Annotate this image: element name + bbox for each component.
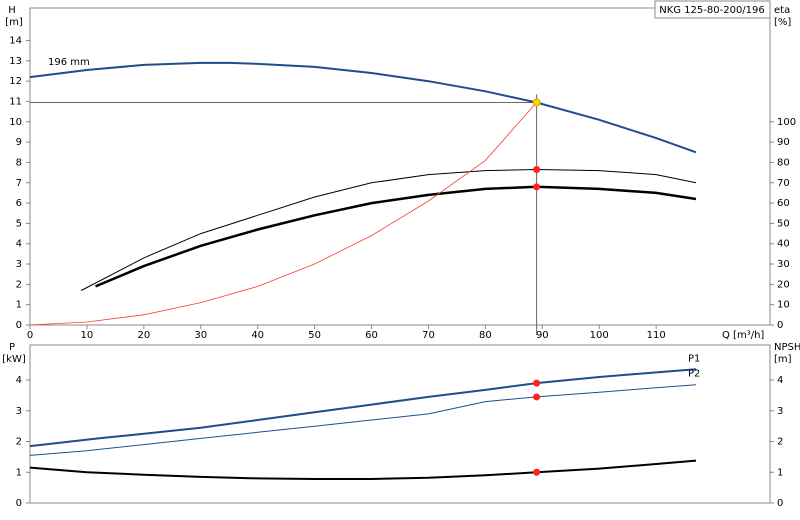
y2-tick-label: 10 xyxy=(777,300,790,311)
y2-tick-label: 100 xyxy=(777,117,796,128)
series-line xyxy=(29,459,697,480)
y2-tick-label: 90 xyxy=(777,137,790,148)
y-tick-label: 11 xyxy=(9,96,22,107)
y-tick-label: 2 xyxy=(16,437,22,448)
y-axis-unit: [m] xyxy=(5,17,23,28)
operating-point xyxy=(533,379,541,387)
y2-axis-label: NPSH xyxy=(774,342,800,353)
y-tick-label: 6 xyxy=(16,198,22,209)
y2-tick-label: 2 xyxy=(777,437,783,448)
x-tick-label: 50 xyxy=(308,330,321,341)
y-tick-label: 14 xyxy=(9,36,22,47)
y-axis-label: P xyxy=(9,342,15,353)
y-tick-label: 3 xyxy=(16,406,22,417)
series-line xyxy=(29,368,697,448)
y2-tick-label: 70 xyxy=(777,178,790,189)
x-tick-label: 70 xyxy=(422,330,435,341)
series-line xyxy=(29,384,697,456)
y2-tick-label: 4 xyxy=(777,375,783,386)
series-line xyxy=(29,61,697,154)
y2-axis-label: eta xyxy=(774,5,790,16)
x-tick-label: 10 xyxy=(81,330,94,341)
legend-label: P1 xyxy=(688,353,700,364)
y2-tick-label: 0 xyxy=(777,320,783,331)
operating-point xyxy=(533,468,541,476)
y-tick-label: 12 xyxy=(9,76,22,87)
y2-tick-label: 20 xyxy=(777,279,790,290)
y2-axis-unit: [%] xyxy=(774,17,791,28)
x-tick-label: 20 xyxy=(137,330,150,341)
x-axis-label: Q [m³/h] xyxy=(722,330,764,341)
y2-tick-label: 1 xyxy=(777,467,783,478)
y-tick-label: 8 xyxy=(16,157,22,168)
y-tick-label: 10 xyxy=(9,117,22,128)
x-tick-label: 0 xyxy=(27,330,33,341)
series-line xyxy=(95,185,697,288)
y2-tick-label: 3 xyxy=(777,406,783,417)
chart-title: NKG 125-80-200/196 xyxy=(659,5,765,16)
y2-tick-label: 0 xyxy=(777,498,783,509)
plot-frame xyxy=(29,7,771,326)
series-line xyxy=(29,102,537,326)
y2-tick-label: 50 xyxy=(777,218,790,229)
y2-tick-label: 60 xyxy=(777,198,790,209)
y-tick-label: 7 xyxy=(16,178,22,189)
y2-tick-label: 40 xyxy=(777,239,790,250)
y-tick-label: 4 xyxy=(16,375,22,386)
plot-frame xyxy=(29,344,771,504)
curve-label: 196 mm xyxy=(48,57,90,68)
y-tick-label: 0 xyxy=(16,320,22,331)
y2-tick-label: 80 xyxy=(777,157,790,168)
x-tick-label: 100 xyxy=(590,330,609,341)
series-line xyxy=(80,168,697,291)
x-tick-label: 80 xyxy=(479,330,492,341)
y2-tick-label: 30 xyxy=(777,259,790,270)
y2-axis-unit: [m] xyxy=(774,354,792,365)
title-box xyxy=(654,0,771,19)
y-axis-unit: [kW] xyxy=(2,354,26,365)
y-tick-label: 9 xyxy=(16,137,22,148)
y-tick-label: 5 xyxy=(16,218,22,229)
operating-point xyxy=(533,183,541,191)
legend-label: P2 xyxy=(688,369,700,380)
y-tick-label: 13 xyxy=(9,56,22,67)
x-tick-label: 30 xyxy=(194,330,207,341)
x-tick-label: 90 xyxy=(536,330,549,341)
y-tick-label: 3 xyxy=(16,259,22,270)
operating-point xyxy=(533,393,541,401)
y-tick-label: 4 xyxy=(16,239,22,250)
y-tick-label: 2 xyxy=(16,279,22,290)
x-tick-label: 110 xyxy=(647,330,666,341)
operating-point xyxy=(532,98,541,107)
y-axis-label: H xyxy=(8,5,16,16)
x-tick-label: 40 xyxy=(251,330,264,341)
y-tick-label: 1 xyxy=(16,300,22,311)
y-tick-label: 0 xyxy=(16,498,22,509)
x-tick-label: 60 xyxy=(365,330,378,341)
operating-point xyxy=(533,166,541,174)
y-tick-label: 1 xyxy=(16,467,22,478)
